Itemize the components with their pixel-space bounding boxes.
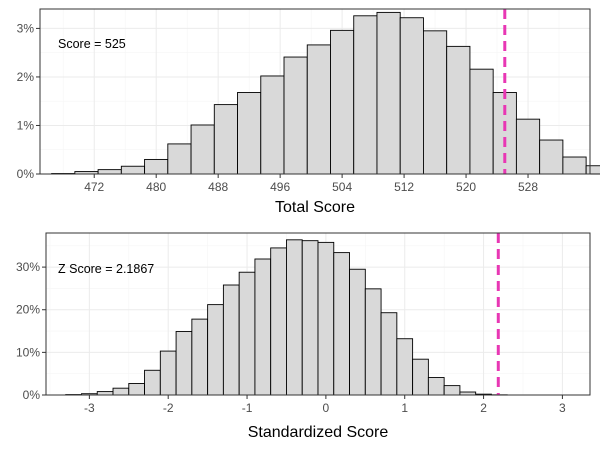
histogram-bar <box>446 45 471 175</box>
x-tick-label: 504 <box>332 180 352 194</box>
y-tick-label: 20% <box>16 303 40 317</box>
histogram-bar <box>469 68 494 175</box>
histogram-bar <box>120 165 146 175</box>
histogram-bar <box>286 239 303 396</box>
histogram-bar <box>207 304 224 396</box>
histogram-bar <box>144 369 161 396</box>
histogram-bar <box>380 312 398 396</box>
y-tick-label: 30% <box>16 260 40 274</box>
panel-1: Score = 525 472 480 488 496 504 512 520 528 0% 1% 2… <box>17 8 600 216</box>
y-tick-label: 2% <box>17 70 35 84</box>
panel-border <box>45 232 591 396</box>
y-tick-label: 0% <box>23 388 41 402</box>
histogram-bar <box>330 29 355 175</box>
histogram-bar <box>237 92 262 175</box>
histogram-bar <box>270 247 287 396</box>
histogram-bar <box>213 104 238 175</box>
histogram-bar <box>317 241 335 396</box>
x-tick-label: 480 <box>146 180 166 194</box>
x-tick-label: -1 <box>242 401 253 415</box>
histogram-bar <box>260 75 285 175</box>
x-tick-label: -3 <box>84 401 95 415</box>
histogram-bar <box>175 331 193 396</box>
histogram-bar <box>412 358 429 396</box>
histogram-bar <box>96 391 114 396</box>
y-tick-label: 3% <box>17 21 35 35</box>
histogram-bar <box>301 240 319 396</box>
histogram-bar <box>254 258 272 396</box>
histogram-bar <box>333 252 350 396</box>
histogram-bar <box>167 143 192 175</box>
x-tick-label: 1 <box>401 401 408 415</box>
y-tick-label: 0% <box>17 167 35 181</box>
x-axis-title: Standardized Score <box>248 424 389 441</box>
x-axis-title: Total Score <box>275 199 355 216</box>
histogram-bar <box>97 169 122 175</box>
histogram-bar <box>364 288 382 396</box>
histogram-bar <box>399 17 424 175</box>
x-tick-label: 3 <box>559 401 566 415</box>
score-annotation: Z Score = 2.1867 <box>58 262 154 276</box>
x-tick-label: 488 <box>208 180 228 194</box>
histogram-bar <box>585 165 600 175</box>
histogram-bar <box>306 44 331 175</box>
x-tick-label: 2 <box>480 401 487 415</box>
y-tick-label: 10% <box>16 345 40 359</box>
x-tick-label: 472 <box>84 180 104 194</box>
score-annotation: Score = 525 <box>58 37 126 51</box>
histogram-bar <box>159 350 177 396</box>
histogram-bar <box>396 338 414 396</box>
x-tick-label: 0 <box>323 401 330 415</box>
histogram-bar <box>423 30 448 175</box>
y-tick-label: 1% <box>17 118 35 132</box>
histogram-bar <box>283 56 308 175</box>
x-tick-label: 496 <box>270 180 290 194</box>
histogram-bar <box>376 11 401 175</box>
histogram-bar <box>191 318 209 396</box>
panel-border <box>39 8 591 175</box>
histogram-bar <box>515 118 541 175</box>
histogram-bar <box>190 124 215 175</box>
histogram-bar <box>539 139 564 175</box>
x-tick-label: 512 <box>394 180 414 194</box>
histogram-bar <box>222 284 240 396</box>
x-tick-label: 528 <box>518 180 538 194</box>
x-tick-label: 520 <box>456 180 476 194</box>
histogram-bar <box>128 383 146 396</box>
histogram-bar <box>144 158 169 175</box>
histogram-bar <box>427 377 445 396</box>
histogram-bar <box>443 385 461 396</box>
histogram-bar <box>562 156 587 175</box>
panel-2: Z Score = 2.1867-3 -2 -1 0 1 2 30%10%20%30%Sta… <box>16 232 591 441</box>
histogram-bar <box>112 387 130 396</box>
histogram-bar <box>238 271 256 396</box>
histogram-bar <box>349 268 366 396</box>
histogram-bar <box>353 15 378 175</box>
x-tick-label: -2 <box>163 401 174 415</box>
